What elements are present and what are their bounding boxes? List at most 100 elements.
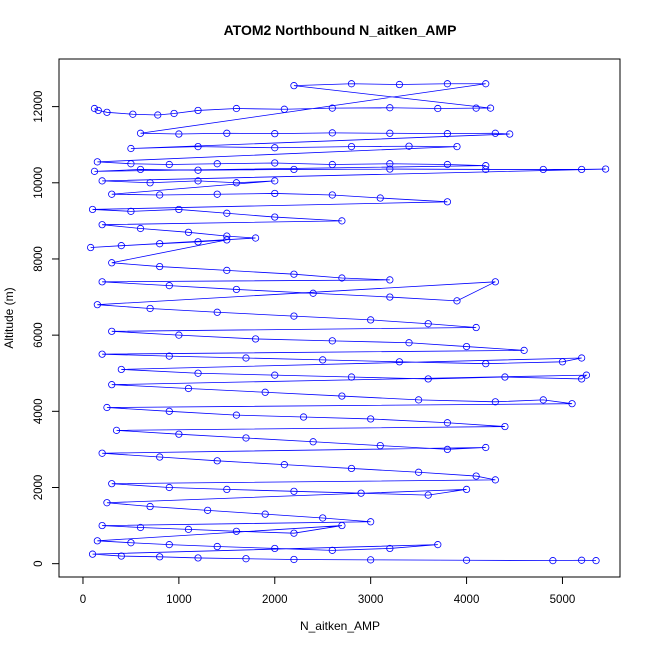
- data-point: [309, 438, 317, 446]
- data-point: [93, 537, 101, 545]
- data-point: [108, 259, 116, 267]
- data-point: [386, 276, 394, 284]
- data-point: [376, 441, 384, 450]
- data-point: [194, 369, 202, 377]
- data-point: [578, 354, 586, 362]
- data-point: [328, 337, 336, 345]
- data-point: [290, 312, 298, 320]
- y-tick-label: 0: [33, 560, 45, 566]
- data-point: [108, 327, 116, 335]
- data-point: [117, 242, 125, 250]
- data-point: [424, 375, 432, 383]
- data-point: [156, 553, 164, 561]
- data-point: [213, 457, 221, 465]
- data-point: [568, 400, 576, 408]
- data-point: [232, 527, 241, 535]
- data-point: [117, 365, 125, 374]
- data-point: [338, 217, 346, 225]
- data-point: [146, 502, 154, 511]
- data-point: [602, 165, 610, 173]
- data-point: [434, 104, 442, 113]
- data-point: [165, 483, 173, 492]
- data-point: [103, 499, 111, 507]
- y-tick-label: 12000: [33, 91, 45, 123]
- data-point: [271, 177, 279, 185]
- data-layer: [87, 80, 610, 565]
- data-point: [338, 274, 346, 282]
- data-point: [136, 224, 145, 233]
- data-point: [328, 191, 336, 199]
- data-point: [453, 297, 461, 305]
- data-point: [395, 358, 404, 366]
- data-point: [98, 521, 106, 530]
- x-axis: 0 1000 2000 3000 4000 5000: [80, 576, 575, 606]
- data-point: [462, 556, 471, 564]
- data-point: [251, 335, 260, 343]
- data-point: [443, 80, 451, 88]
- x-tick-label: 3000: [358, 594, 384, 606]
- data-point: [194, 554, 202, 562]
- data-point: [347, 143, 356, 151]
- data-point: [90, 104, 99, 113]
- data-point: [386, 104, 394, 112]
- data-point: [127, 144, 135, 153]
- data-point: [338, 521, 346, 530]
- data-point: [424, 320, 432, 328]
- data-point: [290, 529, 298, 537]
- data-point: [578, 556, 586, 564]
- data-point: [223, 236, 231, 244]
- data-point: [367, 316, 375, 324]
- y-tick-label: 2000: [33, 475, 45, 501]
- data-point: [443, 198, 451, 206]
- data-point: [170, 109, 178, 118]
- y-tick-label: 10000: [33, 167, 45, 199]
- data-point: [347, 464, 356, 473]
- data-point: [549, 557, 557, 565]
- data-point: [194, 106, 202, 115]
- data-point: [94, 106, 102, 115]
- data-point: [271, 213, 279, 221]
- data-point: [319, 514, 327, 522]
- data-point: [88, 550, 97, 558]
- data-point: [472, 472, 480, 480]
- data-point: [558, 358, 567, 366]
- data-point: [271, 144, 279, 152]
- data-point: [539, 165, 547, 174]
- data-point: [194, 143, 202, 151]
- data-point: [117, 552, 125, 560]
- data-point: [165, 352, 173, 360]
- data-point: [290, 555, 298, 564]
- data-point: [501, 373, 509, 381]
- data-point: [136, 523, 145, 532]
- data-point: [482, 360, 490, 368]
- data-point: [443, 160, 451, 169]
- data-point: [242, 354, 250, 362]
- data-point: [146, 179, 154, 187]
- data-point: [319, 356, 327, 364]
- data-point: [127, 160, 135, 168]
- data-point: [184, 384, 193, 393]
- chart-title: ATOM2 Northbound N_aitken_AMP: [224, 22, 457, 38]
- data-point: [386, 293, 394, 301]
- data-point: [175, 331, 183, 339]
- data-point: [223, 266, 231, 274]
- data-point: [261, 510, 269, 518]
- data-point: [251, 234, 260, 242]
- data-point: [482, 165, 490, 174]
- data-point: [328, 104, 336, 112]
- data-point: [405, 142, 413, 150]
- data-point: [462, 342, 471, 351]
- x-tick-label: 2000: [262, 594, 288, 606]
- data-point: [443, 419, 451, 427]
- data-point: [290, 165, 298, 174]
- data-point: [520, 346, 528, 354]
- data-point: [271, 159, 279, 167]
- data-point: [472, 323, 480, 332]
- data-point: [108, 381, 116, 389]
- data-point: [395, 80, 404, 89]
- data-point: [261, 388, 269, 396]
- data-point: [213, 308, 221, 316]
- data-point: [443, 130, 451, 138]
- data-point: [129, 110, 137, 118]
- x-tick-label: 0: [80, 594, 86, 606]
